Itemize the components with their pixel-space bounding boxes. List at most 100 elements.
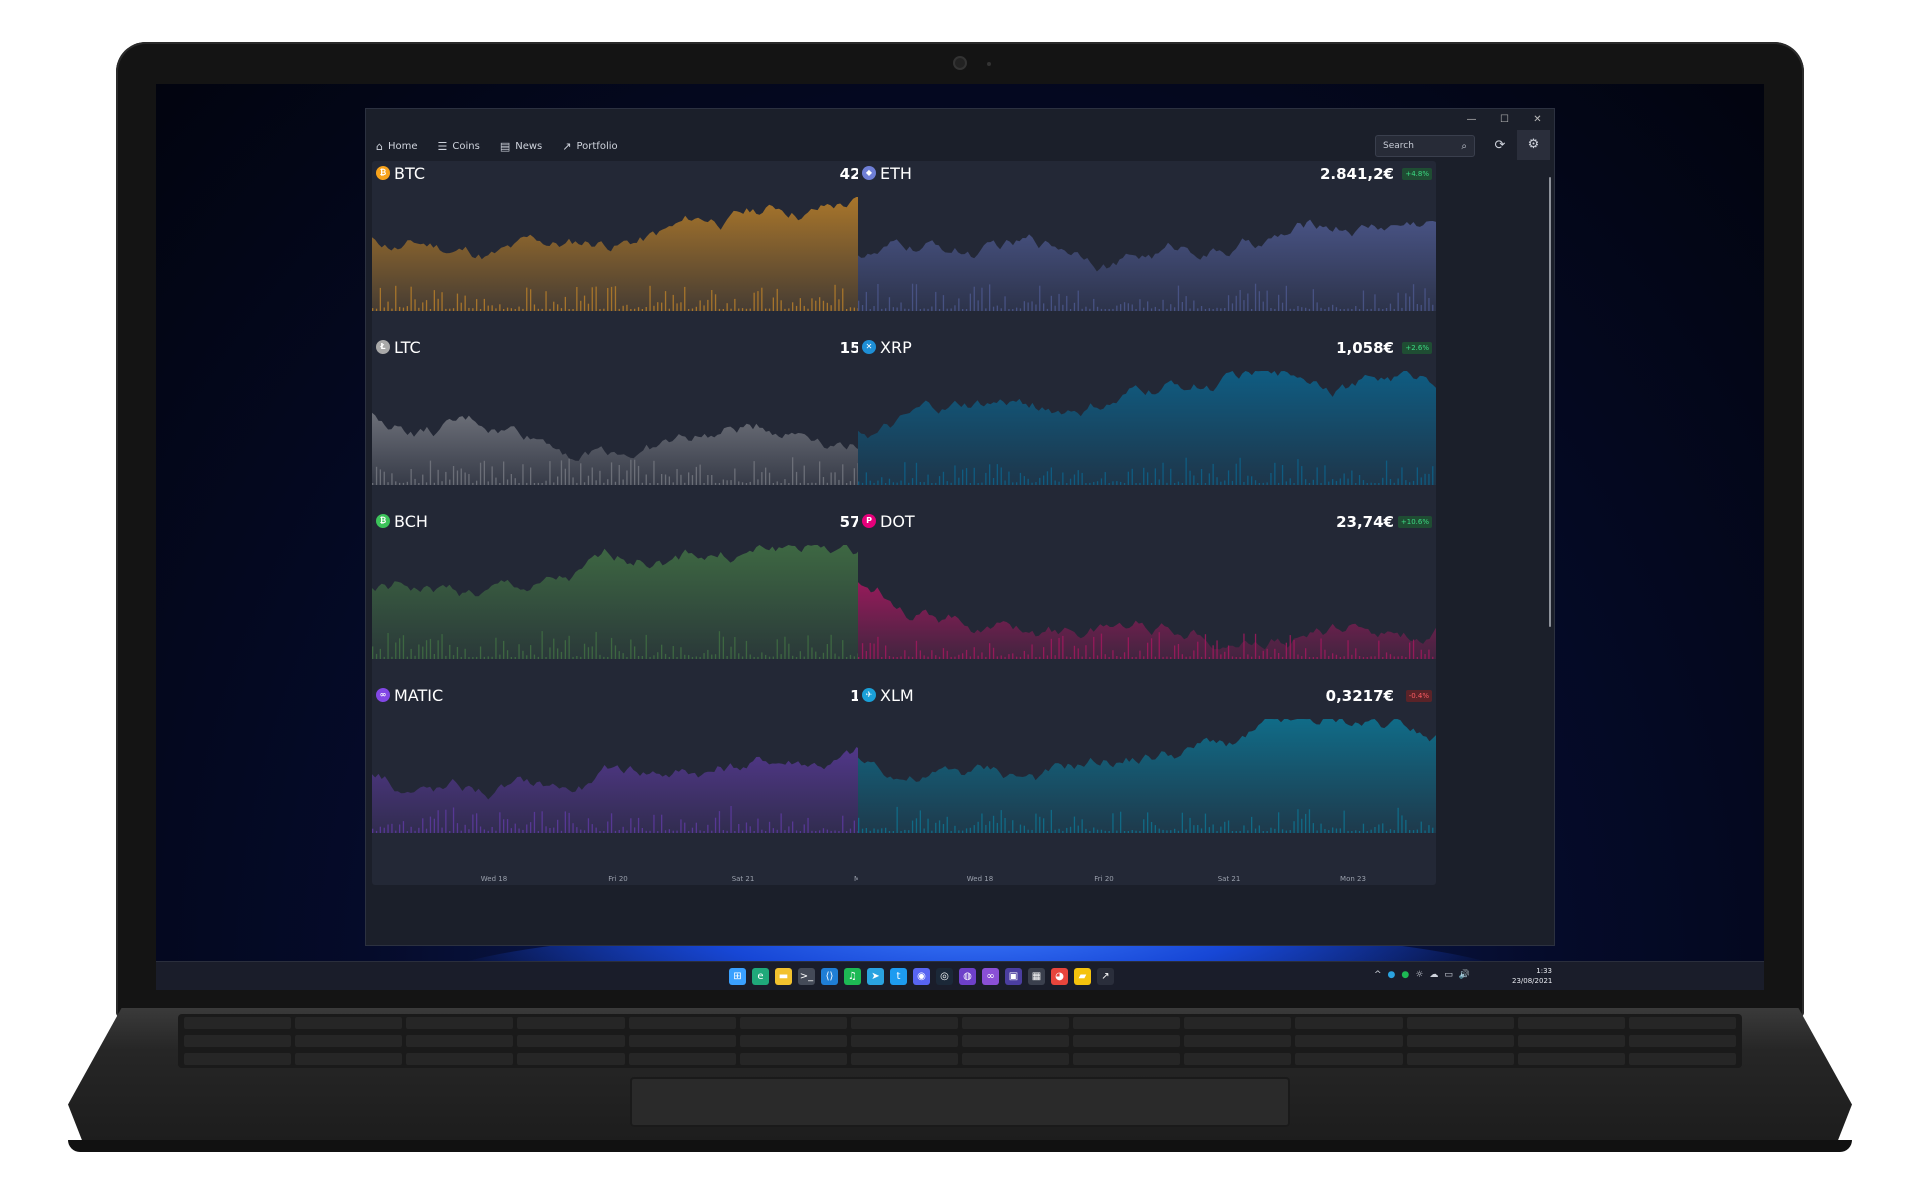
volume-bar (1301, 466, 1303, 485)
volume-bar (387, 482, 389, 485)
maximize-button[interactable]: ☐ (1500, 113, 1509, 125)
volume-bar (958, 298, 960, 311)
volume-bar (711, 290, 713, 311)
refresh-button[interactable]: ⟳ (1491, 137, 1509, 155)
explorer-icon[interactable]: ▬ (775, 968, 792, 985)
volume-bar (1397, 478, 1399, 485)
volume-bar (1316, 467, 1318, 485)
volume-bar (1401, 307, 1403, 311)
tray-app-icon[interactable]: ● (1387, 970, 1396, 980)
search-input[interactable]: Search ⌕ (1375, 135, 1475, 157)
volume-bar (1281, 302, 1284, 311)
search-icon[interactable]: ⌕ (1461, 140, 1467, 152)
sticky-icon[interactable]: ▰ (1074, 968, 1091, 985)
volume-bar (1254, 283, 1257, 311)
coin-price: 2.841,2€ (1319, 165, 1394, 183)
volume-bar (1297, 654, 1299, 659)
scrollbar[interactable] (1549, 177, 1551, 627)
volume-bar (1197, 825, 1199, 833)
volume-bar (1424, 830, 1426, 833)
settings-button[interactable]: ⚙ (1517, 130, 1550, 160)
volume-bar (838, 656, 840, 659)
key-row (178, 1014, 1742, 1032)
visual-studio-icon[interactable]: ∞ (982, 968, 999, 985)
volume-bar (637, 307, 640, 311)
key (961, 1053, 1070, 1065)
edge-icon[interactable]: e (752, 968, 769, 985)
volume-bar (1405, 293, 1407, 311)
key (628, 1053, 736, 1065)
vscode-icon[interactable]: ⟨⟩ (821, 968, 838, 985)
volume-bar (826, 829, 828, 833)
volume-bar (1046, 655, 1049, 659)
onedrive-icon[interactable]: ☁ (1429, 970, 1439, 980)
nav-home[interactable]: ⌂ Home (376, 137, 418, 155)
volume-bar (1158, 309, 1160, 311)
nav-news[interactable]: ▤ News (500, 137, 542, 155)
volume-bar (1424, 288, 1426, 311)
volume-bar (885, 827, 887, 833)
volume-bar (375, 653, 378, 659)
terminal-icon[interactable]: >_ (798, 968, 815, 985)
crypto-app-icon[interactable]: ↗ (1097, 968, 1114, 985)
volume-bar (1054, 305, 1056, 311)
volume-bar (1004, 656, 1006, 659)
github-icon[interactable]: ◍ (959, 968, 976, 985)
spotify-icon[interactable]: ♫ (844, 968, 861, 985)
coin-card-xlm[interactable]: ✈ XLM 0,3217€ -0.4% Wed 18 Fri 20 Sat 21 Mon 23 (858, 683, 1436, 885)
nav-portfolio[interactable]: ↗ Portfolio (562, 137, 617, 155)
volume-bar (637, 817, 640, 833)
volume-bar (885, 483, 887, 485)
volume-bar (1031, 829, 1033, 833)
steam-icon[interactable]: ◎ (936, 968, 953, 985)
tray-app-icon[interactable]: ● (1401, 970, 1410, 980)
taskbar-clock[interactable]: 1:33 23/08/2021 (1512, 966, 1552, 986)
volume-bar (418, 827, 420, 833)
battery-icon[interactable]: ▭ (1444, 970, 1453, 980)
volume-bar (653, 460, 655, 485)
volume-bar (761, 287, 763, 311)
start-icon[interactable]: ⊞ (729, 968, 746, 985)
volume-bar (1181, 812, 1183, 833)
volume-bar (1308, 483, 1311, 485)
volume-bar (1320, 482, 1322, 485)
volume-icon[interactable]: 🔊 (1458, 970, 1471, 980)
volume-bar (749, 308, 751, 311)
minimize-button[interactable]: — (1466, 113, 1477, 125)
volume-bar (1316, 657, 1318, 659)
volume-bar (414, 655, 416, 659)
volume-bar (927, 818, 929, 833)
volume-bar (1251, 309, 1253, 311)
volume-bar (826, 482, 828, 485)
brightness-icon[interactable]: ☼ (1415, 970, 1424, 980)
close-button[interactable]: ✕ (1533, 113, 1542, 125)
show-hidden-icons-icon[interactable]: ^ (1374, 970, 1382, 980)
volume-bar (1247, 475, 1249, 485)
volume-bar (1266, 831, 1268, 833)
discord-icon[interactable]: ◉ (913, 968, 930, 985)
app-purple-icon[interactable]: ▣ (1005, 968, 1022, 985)
app-news-icon[interactable]: ▦ (1028, 968, 1045, 985)
volume-bar (1085, 828, 1087, 833)
chrome-icon[interactable]: ◕ (1051, 968, 1068, 985)
volume-bar (522, 650, 524, 659)
volume-bar (788, 826, 790, 833)
twitter-icon[interactable]: t (890, 968, 907, 985)
volume-bar (1019, 308, 1022, 311)
volume-bar (449, 644, 451, 659)
ltc-coin-icon: Ł (376, 340, 390, 354)
telegram-icon[interactable]: ➤ (867, 968, 884, 985)
volume-bar (1177, 481, 1180, 485)
volume-bar (406, 481, 408, 485)
volume-bar (799, 831, 801, 833)
nav-coins[interactable]: ☰ Coins (438, 137, 480, 155)
volume-bar (610, 813, 613, 833)
volume-bar (962, 309, 964, 311)
